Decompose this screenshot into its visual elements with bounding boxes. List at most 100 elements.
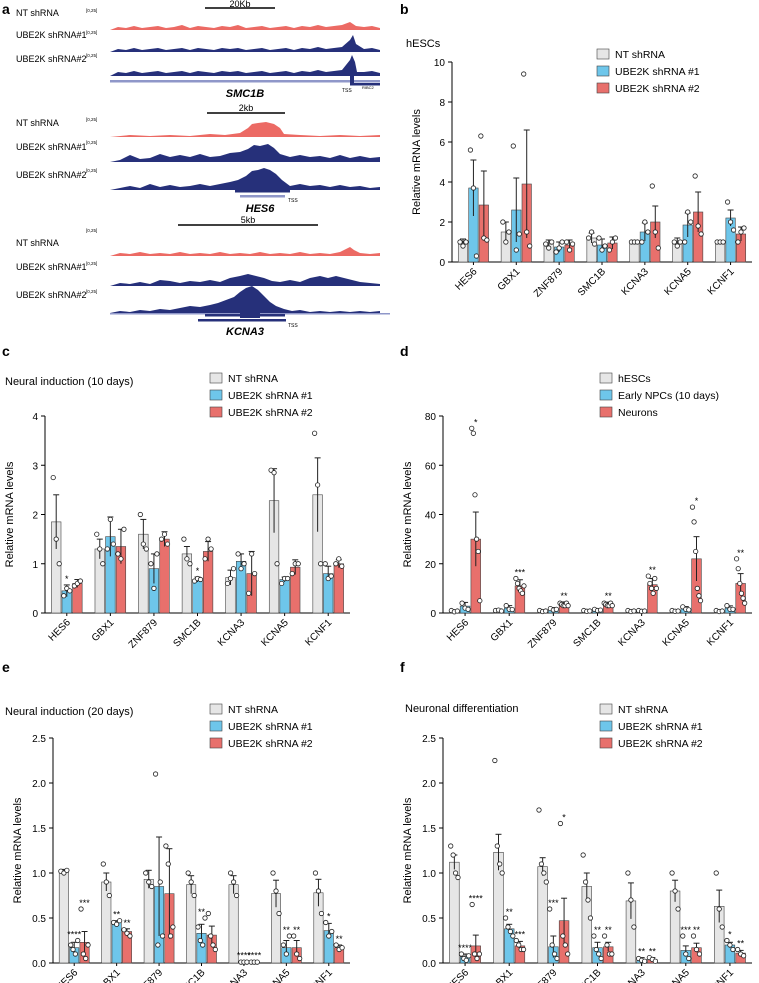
data-point [693,946,700,953]
y-tick-label: 4 [32,412,38,423]
data-point [83,955,89,962]
significance-label: ** [737,939,745,949]
data-point [289,570,295,577]
significance-label: *** [515,930,526,940]
data-point [671,239,677,245]
data-point [283,951,289,957]
data-point [154,551,160,557]
data-point [152,771,159,777]
data-point [271,470,277,476]
data-point [674,243,680,249]
data-point [695,223,701,229]
scale-bar-label: 20Kb [229,0,250,9]
data-point [588,229,595,235]
data-point [117,918,123,924]
data-point [467,147,474,153]
legend-label: UBE2K shRNA #2 [615,83,700,95]
significance-label: ** [123,918,131,928]
data-point [280,942,286,948]
x-tick-label: KCNA5 [661,617,693,649]
data-point [477,598,483,604]
data-point [202,915,208,921]
data-point [648,585,655,591]
data-point [737,580,743,587]
data-point [121,927,127,933]
data-point [339,945,345,951]
gene-model [198,319,286,322]
y-tick-label: 2 [32,511,38,522]
data-point [473,536,480,542]
data-point [227,575,234,582]
gene-name: KCNA3 [226,326,264,338]
data-point [68,942,74,948]
y-tick-label: 2.0 [32,779,46,790]
data-point [557,820,564,827]
significance-label: **** [458,943,473,953]
data-point [155,942,161,948]
data-point [685,209,691,215]
data-point [536,807,542,813]
data-point [549,239,555,245]
data-point [514,580,521,587]
data-point [279,580,285,587]
data-point [230,879,237,885]
data-point [484,237,490,243]
data-point [647,580,653,587]
data-point [628,897,634,903]
data-point [164,541,171,547]
y-tick-label: 8 [439,98,445,109]
data-point [698,231,704,237]
data-point [724,603,730,609]
track-signal [110,168,380,190]
data-point [85,942,91,948]
legend-swatch [599,389,613,401]
chart-panel-b: hESCs 0 2 4 6 8 10 Relative mRNA levels HES6 GBX1… [406,38,752,300]
track-signal [110,122,380,137]
x-tick-label: SMC1B [171,617,203,649]
track-range: [0,25] [86,140,97,145]
data-point [582,879,589,885]
data-point [562,942,568,948]
legend-swatch [599,372,613,384]
data-point [104,546,110,552]
data-point [720,239,726,245]
data-point [691,519,697,525]
data-point [210,942,216,948]
data-point [187,561,193,567]
data-point [597,607,604,613]
data-point [591,933,597,939]
track-label: UBE2K shRNA#2 [16,54,87,64]
data-point [103,879,109,885]
significance-label: * [196,566,200,576]
y-tick-label: 0.0 [32,959,46,970]
data-point [163,843,169,849]
data-point [513,937,519,944]
significance-label: ** [638,947,646,957]
data-point [543,241,549,247]
gene-exon [248,186,278,191]
data-point [273,888,279,894]
data-point [70,946,76,953]
data-point [185,870,191,876]
track-label: UBE2K shRNA#1 [16,262,87,272]
x-tick-label: HES6 [54,967,81,983]
data-point [329,928,335,935]
data-point [680,933,686,939]
data-point [527,243,533,249]
data-point [569,241,576,247]
data-point [100,861,106,867]
data-point [61,593,67,599]
x-tick-label: KCNA5 [662,266,694,298]
bar [715,241,726,263]
track-block-smc1b: 20Kb NT shRNA [0,25] UBE2K shRNA#1 [0,25… [16,0,380,100]
data-point [585,897,591,903]
significance-label: **** [237,951,252,961]
data-point [738,590,745,596]
data-point [738,229,744,235]
data-point [596,235,602,241]
data-point [541,870,547,876]
track-block-hes6: 2kb NT shRNA [0,25] UBE2K shRNA#1 [0,25]… [16,103,380,215]
y-tick-label: 60 [425,461,437,472]
y-tick-label: 40 [425,511,437,522]
panel-e-label: e [2,659,10,675]
